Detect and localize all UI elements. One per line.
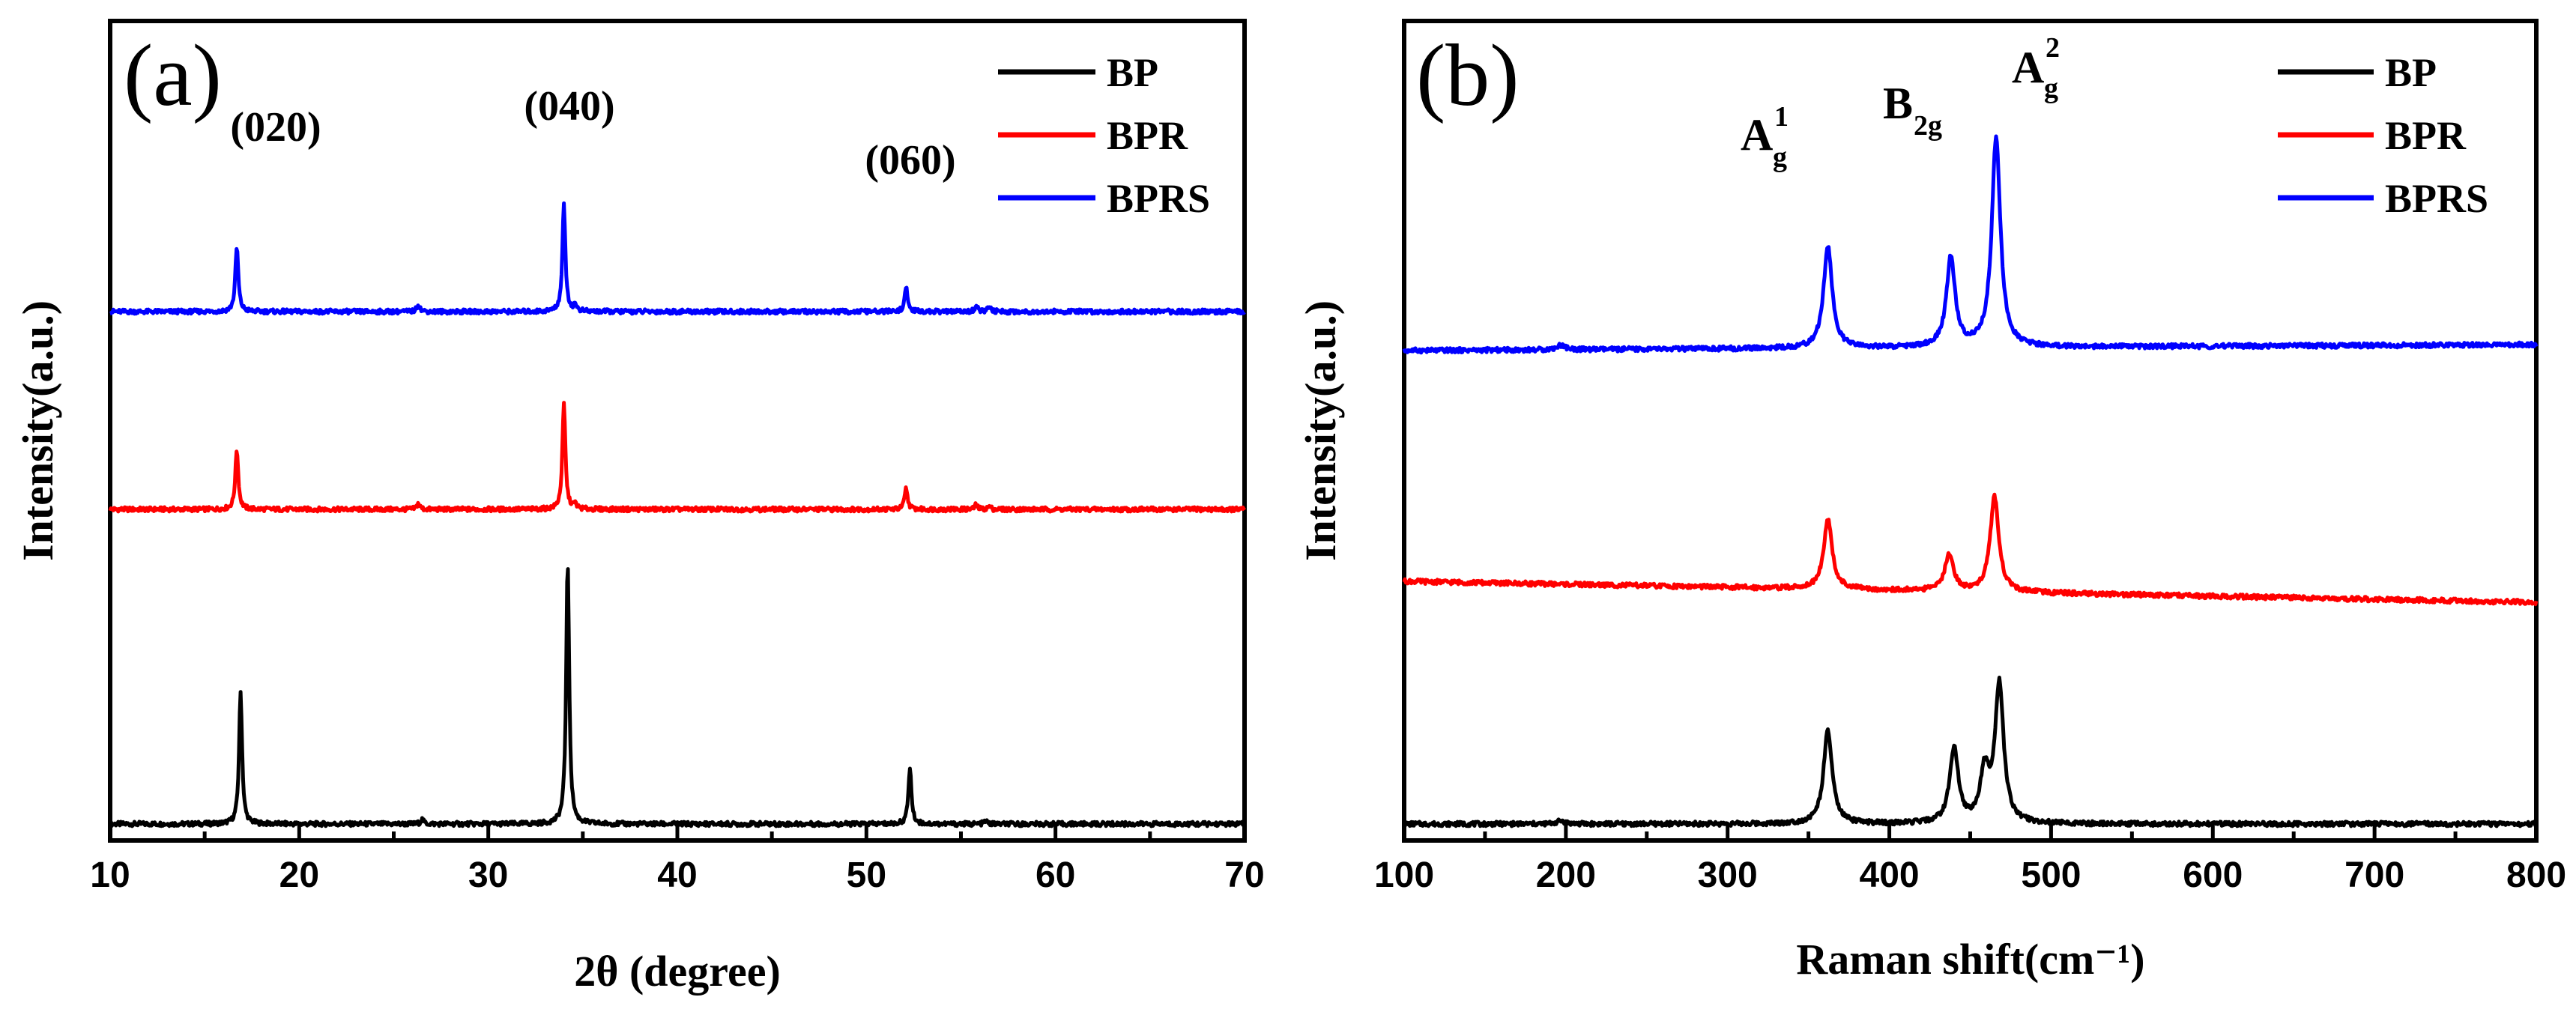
x-tick-label-b: 400	[1860, 855, 1920, 895]
panel-a-curves	[108, 201, 1247, 828]
x-tick-label-b: 200	[1536, 855, 1596, 895]
mode-label-ag2: A 2 g	[2012, 32, 2060, 104]
mode-ag1-base: A	[1741, 110, 1773, 160]
panel-b-legend: BP BPR BPRS	[2278, 50, 2488, 221]
x-tick-label-b: 100	[1374, 855, 1434, 895]
series-b-bpr	[1402, 492, 2539, 607]
panel-b-ylabel: Intensity(a.u.)	[1296, 300, 1345, 561]
series-b-bprs	[1402, 134, 2539, 355]
panel-a-ticks: 10 20 30 40 50 60 70	[90, 824, 1265, 895]
panel-a-label: (a)	[124, 26, 222, 124]
series-b-bp	[1403, 676, 2538, 828]
x-tick-label-a: 70	[1224, 855, 1264, 895]
series-a-bpr	[108, 401, 1247, 514]
legend-b-bp-label: BP	[2385, 50, 2437, 95]
panel-b-xlabel: Raman shift(cm⁻¹)	[1796, 935, 2144, 984]
panel-b-curves	[1402, 134, 2539, 828]
x-tick-label-b: 800	[2506, 855, 2566, 895]
x-tick-label-a: 30	[468, 855, 508, 895]
legend-a-bprs-label: BPRS	[1107, 176, 1210, 221]
panel-a-legend: BP BPR BPRS	[998, 50, 1210, 221]
peak-label-020: (020)	[230, 104, 321, 151]
panel-b-frame	[1402, 19, 2539, 843]
x-tick-label-a: 60	[1035, 855, 1075, 895]
series-a-bprs	[109, 201, 1246, 316]
x-tick-label-a: 40	[657, 855, 697, 895]
mode-ag2-sup: 2	[2046, 32, 2060, 64]
mode-label-b2g: B 2g	[1883, 79, 1942, 142]
panel-a: 10 20 30 40 50 60 70 (a) (020) (040) (060) BP …	[13, 19, 1265, 996]
legend-b-bprs-label: BPRS	[2385, 176, 2488, 221]
x-tick-label-a: 20	[279, 855, 319, 895]
x-tick-label-b: 300	[1698, 855, 1758, 895]
panel-b-ticks: 100 200 300 400 500 600 700 800	[1374, 824, 2566, 895]
peak-label-060: (060)	[865, 137, 955, 184]
x-tick-label-b: 600	[2183, 855, 2243, 895]
mode-ag1-sup: 1	[1774, 101, 1789, 133]
mode-ag2-sub: g	[2044, 73, 2058, 104]
legend-a-bpr-label: BPR	[1107, 113, 1188, 158]
panel-a-xlabel: 2θ (degree)	[574, 947, 781, 996]
panel-b: 100 200 300 400 500 600 700 800 (b) A 1 g B 2g …	[1296, 19, 2566, 984]
series-a-bp	[108, 567, 1246, 828]
mode-ag2-base: A	[2012, 43, 2044, 92]
legend-a-bp-label: BP	[1107, 50, 1158, 95]
mode-b2g-base: B	[1883, 79, 1913, 128]
panel-b-label: (b)	[1416, 26, 1520, 124]
x-tick-label-b: 700	[2344, 855, 2404, 895]
mode-label-ag1: A 1 g	[1741, 101, 1789, 173]
x-tick-label-b: 500	[2021, 855, 2081, 895]
legend-b-bpr-label: BPR	[2385, 113, 2467, 158]
mode-ag1-sub: g	[1773, 142, 1787, 173]
x-tick-label-a: 10	[90, 855, 130, 895]
x-tick-label-a: 50	[847, 855, 886, 895]
peak-label-040: (040)	[524, 83, 614, 130]
panel-a-ylabel: Intensity(a.u.)	[13, 300, 62, 561]
mode-b2g-sub: 2g	[1914, 110, 1942, 142]
